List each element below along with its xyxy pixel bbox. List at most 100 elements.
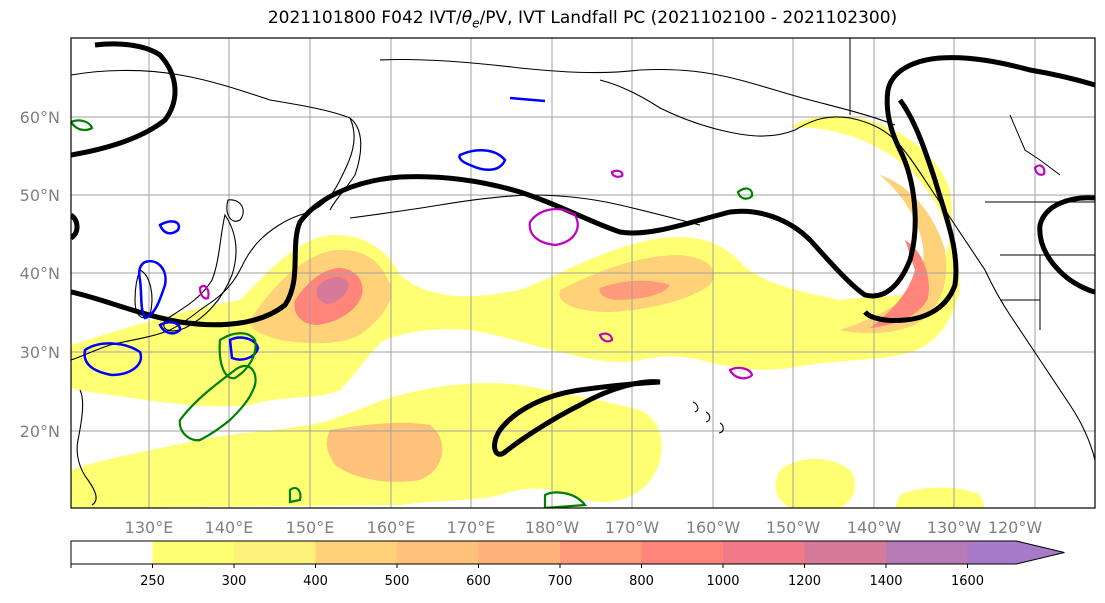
green-contour-east2 (288, 486, 302, 504)
green-contour-philippine-sea (178, 364, 257, 442)
blue-contour-korea (137, 259, 167, 320)
graticule (71, 38, 1095, 508)
coast-aleutians (349, 194, 701, 226)
green-contour-west (71, 119, 94, 132)
pv-contour-east (863, 98, 959, 323)
colorbar-tick-label-1200: 1200 (788, 574, 821, 589)
colorbar-segment-7 (641, 541, 724, 564)
ivt-250-east-blob2 (895, 487, 985, 508)
colorbar-segment-0 (71, 541, 153, 564)
colorbar-segment-6 (560, 541, 642, 564)
colorbar-segment-3 (315, 541, 398, 564)
pv-contour-main (71, 55, 1095, 328)
coast-asia (71, 69, 355, 361)
coast-nw-america (894, 139, 1095, 461)
colorbar: 250 300 400 500 600 700 800 1000 1200 1400 1600 (70, 540, 1065, 589)
lat-label-30n: 30°N (20, 343, 60, 362)
colorbar-segment-4 (397, 541, 479, 564)
colorbar-tick-label-500: 500 (385, 574, 410, 589)
coast-hawaii (692, 401, 724, 434)
colorbar-tick-label-700: 700 (548, 574, 573, 589)
map-content (71, 38, 1095, 508)
lat-label-20n: 20°N (20, 422, 60, 441)
pv-contour-se-loop (492, 379, 661, 457)
blue-contour-pacific (228, 336, 260, 361)
theta-symbol: θ (461, 8, 473, 28)
green-contours (71, 119, 754, 508)
colorbar-segment-1 (152, 541, 235, 564)
colorbar-tick-label-1400: 1400 (869, 574, 902, 589)
colorbar-tick-label-400: 400 (303, 574, 328, 589)
magenta-contour-central (598, 332, 614, 343)
green-contour-south (543, 491, 588, 508)
coast-taiwan-philippines (76, 389, 97, 506)
blue-contour-japan (158, 220, 181, 235)
coast-siberia-north (379, 58, 896, 126)
magenta-contour-canada (1033, 164, 1046, 176)
lon-label-130e: 130°E (125, 518, 174, 537)
pv-contours (71, 41, 1095, 457)
colorbar-segment-11 (967, 541, 1065, 564)
lon-label-140w: 140°W (847, 518, 902, 537)
ivt-400-south (326, 422, 443, 482)
magenta-contour-japan (198, 284, 210, 300)
lon-labels: 130°E 140°E 150°E 160°E 170°E 180°W 170°… (125, 518, 1043, 537)
lat-labels: 60°N 50°N 40°N 30°N 20°N (20, 108, 60, 441)
lon-label-170e: 170°E (447, 518, 496, 537)
lat-label-50n: 50°N (20, 186, 60, 205)
lat-label-40n: 40°N (20, 264, 60, 283)
magenta-contour-hawaii (728, 366, 754, 380)
coast-korea (134, 269, 153, 319)
blue-contour-south (83, 342, 143, 377)
borders (849, 38, 1095, 330)
pv-contour-east-ne (1037, 195, 1095, 295)
colorbar-outline (70, 540, 1065, 565)
lon-label-180w: 180°W (525, 518, 580, 537)
colorbar-tick-label-600: 600 (466, 574, 491, 589)
lon-label-140e: 140°E (205, 518, 254, 537)
ivt-1000-core-west (316, 277, 349, 304)
colorbar-tick-label-300: 300 (222, 574, 247, 589)
colorbar-tick-label-800: 800 (629, 574, 654, 589)
blue-contour-japan-south (158, 321, 182, 335)
colorbar-tick-label-250: 250 (140, 574, 165, 589)
magenta-contour-aleutian (528, 208, 579, 247)
colorbar-tick-label-1000: 1000 (706, 574, 739, 589)
lon-label-160e: 160°E (367, 518, 416, 537)
lon-label-130w: 130°W (927, 518, 982, 537)
lat-label-60n: 60°N (20, 108, 60, 127)
coast-kamchatka (329, 117, 362, 211)
blue-contour-okhotsk (458, 149, 507, 171)
colorbar-segment-5 (478, 541, 561, 564)
border-us-states (1000, 254, 1095, 330)
green-contour-east1 (736, 187, 754, 200)
colorbar-segment-9 (804, 541, 887, 564)
theta-subscript: e (472, 16, 480, 31)
coast-hokkaido (226, 199, 244, 222)
blue-contour-siberia (509, 96, 546, 103)
lon-label-150e: 150°E (286, 518, 335, 537)
border-bc (1009, 114, 1061, 176)
lon-label-120w: 120°W (988, 518, 1043, 537)
pv-contour-nw (71, 41, 178, 158)
coastlines (71, 58, 1095, 506)
lon-label-160w: 160°W (686, 518, 741, 537)
colorbar-tick-label-1600: 1600 (951, 574, 984, 589)
colorbar-segment-8 (723, 541, 805, 564)
coast-alaska (599, 79, 896, 141)
colorbar-segment-10 (886, 541, 968, 564)
ivt-800-core-central (599, 280, 670, 300)
map-frame (70, 37, 1096, 509)
colorbar-segment-2 (234, 541, 316, 564)
ivt-800-core-east (870, 240, 929, 328)
magenta-contours (198, 164, 1046, 380)
figure-title: 2021101800 F042 IVT/θe/PV, IVT Landfall … (267, 8, 898, 31)
pv-contour-west-edge (71, 212, 80, 241)
ivt-250-east-blob (775, 458, 856, 508)
green-contour-japan-east (218, 332, 257, 380)
coast-japan (163, 213, 237, 332)
lon-label-170w: 170°W (605, 518, 660, 537)
lon-label-150w: 150°W (766, 518, 821, 537)
